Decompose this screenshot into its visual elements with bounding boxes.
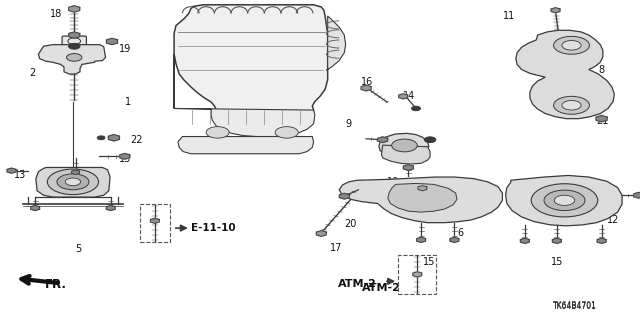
Circle shape	[562, 41, 581, 50]
Circle shape	[412, 106, 420, 111]
Polygon shape	[120, 153, 130, 159]
Polygon shape	[379, 133, 429, 158]
FancyBboxPatch shape	[62, 36, 86, 46]
Polygon shape	[596, 115, 607, 122]
Circle shape	[562, 100, 581, 110]
Circle shape	[554, 96, 589, 114]
Circle shape	[424, 137, 436, 143]
Polygon shape	[31, 205, 40, 211]
Text: 19: 19	[118, 44, 131, 55]
Polygon shape	[418, 186, 427, 191]
Polygon shape	[178, 137, 314, 154]
Polygon shape	[417, 237, 426, 242]
Circle shape	[206, 127, 229, 138]
Polygon shape	[597, 238, 606, 243]
Text: 20: 20	[421, 189, 434, 199]
Text: 2: 2	[29, 68, 35, 78]
Polygon shape	[552, 238, 561, 243]
Text: 21: 21	[596, 116, 609, 126]
Circle shape	[554, 36, 589, 54]
Polygon shape	[388, 183, 457, 212]
Polygon shape	[174, 5, 328, 124]
Polygon shape	[634, 192, 640, 198]
Text: 13: 13	[118, 154, 131, 164]
Text: 6: 6	[458, 228, 464, 238]
Text: 18: 18	[50, 9, 63, 19]
Text: 15: 15	[550, 257, 563, 267]
Polygon shape	[68, 6, 80, 12]
Polygon shape	[316, 231, 326, 236]
Polygon shape	[378, 137, 388, 143]
Text: 12: 12	[607, 215, 620, 225]
Text: 3: 3	[454, 184, 460, 194]
Text: 9: 9	[346, 119, 352, 129]
Text: 14: 14	[403, 91, 415, 101]
Polygon shape	[36, 167, 110, 197]
Polygon shape	[506, 175, 622, 226]
Polygon shape	[72, 170, 79, 174]
Polygon shape	[516, 30, 614, 119]
Polygon shape	[108, 135, 120, 141]
Text: 22: 22	[130, 135, 143, 145]
Circle shape	[47, 169, 99, 195]
Polygon shape	[38, 45, 106, 74]
Polygon shape	[551, 8, 560, 13]
Polygon shape	[106, 205, 115, 211]
Circle shape	[392, 139, 417, 152]
Polygon shape	[150, 218, 159, 223]
Text: TK64B4701: TK64B4701	[553, 302, 596, 311]
Polygon shape	[7, 168, 16, 173]
Circle shape	[544, 190, 585, 211]
Polygon shape	[520, 238, 529, 243]
Polygon shape	[413, 272, 422, 277]
Text: 5: 5	[76, 244, 82, 255]
Text: ATM-2: ATM-2	[337, 279, 376, 289]
Polygon shape	[399, 94, 408, 99]
Circle shape	[57, 174, 89, 190]
Text: ATM-2: ATM-2	[362, 283, 401, 293]
Polygon shape	[68, 32, 80, 38]
Circle shape	[65, 178, 81, 186]
Circle shape	[275, 127, 298, 138]
Polygon shape	[339, 177, 502, 223]
Circle shape	[531, 184, 598, 217]
Circle shape	[68, 43, 80, 49]
Bar	[140, 204, 170, 242]
Text: 4: 4	[413, 146, 420, 157]
Polygon shape	[361, 85, 371, 91]
Polygon shape	[339, 193, 349, 199]
Polygon shape	[174, 108, 315, 137]
Polygon shape	[381, 145, 430, 164]
Polygon shape	[403, 165, 413, 170]
Polygon shape	[450, 237, 459, 242]
Text: 15: 15	[422, 257, 435, 267]
Bar	[398, 255, 436, 294]
Text: 20: 20	[344, 219, 357, 229]
Text: 13: 13	[14, 170, 27, 180]
Text: 1: 1	[125, 97, 131, 107]
Text: 16: 16	[361, 77, 374, 87]
Circle shape	[97, 136, 105, 140]
Text: FR.: FR.	[45, 278, 67, 291]
Text: 10: 10	[387, 177, 399, 187]
Polygon shape	[326, 16, 346, 70]
Text: 17: 17	[330, 243, 343, 253]
Text: 8: 8	[598, 64, 605, 75]
Text: 11: 11	[502, 11, 515, 21]
Text: E-11-10: E-11-10	[191, 223, 236, 233]
Circle shape	[67, 54, 82, 61]
Polygon shape	[106, 38, 118, 45]
Text: TK64B4701: TK64B4701	[553, 301, 596, 310]
Circle shape	[554, 195, 575, 205]
